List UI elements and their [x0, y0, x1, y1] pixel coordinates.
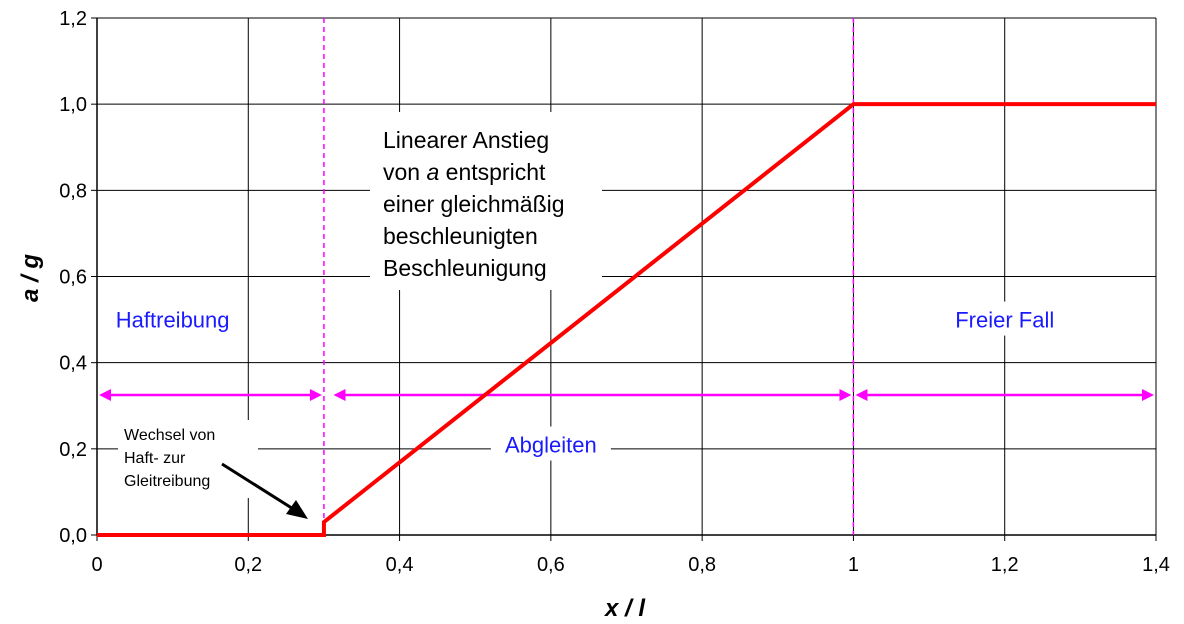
- region-arrowhead-right: [309, 388, 322, 401]
- annotation-box: [370, 112, 602, 290]
- x-tick-label: 1,2: [991, 554, 1019, 576]
- y-tick-label: 1,2: [59, 8, 87, 30]
- region-label-bg: [490, 426, 611, 461]
- region-label-bg: [932, 301, 1077, 336]
- series-line: [97, 102, 1156, 537]
- x-tick-label: 0,6: [537, 554, 565, 576]
- y-tick-label: 0,6: [59, 267, 87, 289]
- annotation-line-2: von a entspricht: [383, 159, 546, 185]
- region-arrowhead-right: [839, 388, 852, 401]
- y-axis-title: a / g: [17, 254, 44, 302]
- region-labels: Haftreibung Abgleiten Freier Fall: [100, 301, 1077, 461]
- annotation-pointer-arrowhead: [286, 500, 308, 519]
- annotation-line-1: Linearer Anstieg: [383, 127, 549, 153]
- region-arrowhead-left: [333, 388, 346, 401]
- region-arrowhead-right: [1142, 388, 1154, 401]
- region-label: Haftreibung: [116, 308, 230, 333]
- x-tick-label: 0,2: [234, 554, 262, 576]
- x-tick-label: 1,4: [1142, 554, 1170, 576]
- small-annotation-box: [118, 420, 258, 498]
- x-tick-label: 1: [848, 554, 859, 576]
- x-axis-title: x / l: [603, 595, 646, 622]
- x-tick-label: 0,8: [688, 554, 716, 576]
- annotation-line-5: Beschleunigung: [383, 255, 547, 281]
- tick-labels: 0 0,2 0,4 0,6 0,8 1 1,2 1,4 0,0 0,2 0,4 0,6 0,8 1,0 1,…: [59, 8, 1170, 576]
- small-annotation-line-1: Wechsel von: [124, 427, 215, 444]
- small-annotation-line-2: Haft- zur: [124, 450, 186, 467]
- annotation-line-3: einer gleichmäßig: [383, 191, 565, 217]
- annotation-line-2-end: entspricht: [439, 159, 546, 185]
- annotation-italic-a: a: [426, 159, 439, 185]
- region-arrowhead-left: [855, 388, 868, 401]
- annotation-line-2-start: von: [383, 159, 426, 185]
- y-tick-label: 0,4: [59, 353, 87, 375]
- x-tick-label: 0: [91, 554, 102, 576]
- region-arrowhead-left: [99, 388, 111, 401]
- annotation-pointer-arrow: [221, 462, 299, 514]
- data-series: [97, 102, 1156, 537]
- region-label-bg: [100, 301, 245, 336]
- region-label: Freier Fall: [955, 308, 1054, 333]
- small-annotation-line-3: Gleitreibung: [124, 473, 210, 490]
- y-tick-label: 0,8: [59, 180, 87, 202]
- x-tick-label: 0,4: [386, 554, 414, 576]
- region-label: Abgleiten: [505, 433, 597, 458]
- annotation-line-4: beschleunigten: [383, 223, 538, 249]
- y-tick-label: 0,2: [59, 439, 87, 461]
- region-arrows: [99, 388, 1154, 401]
- y-tick-label: 1,0: [59, 94, 87, 116]
- y-tick-label: 0,0: [59, 525, 87, 547]
